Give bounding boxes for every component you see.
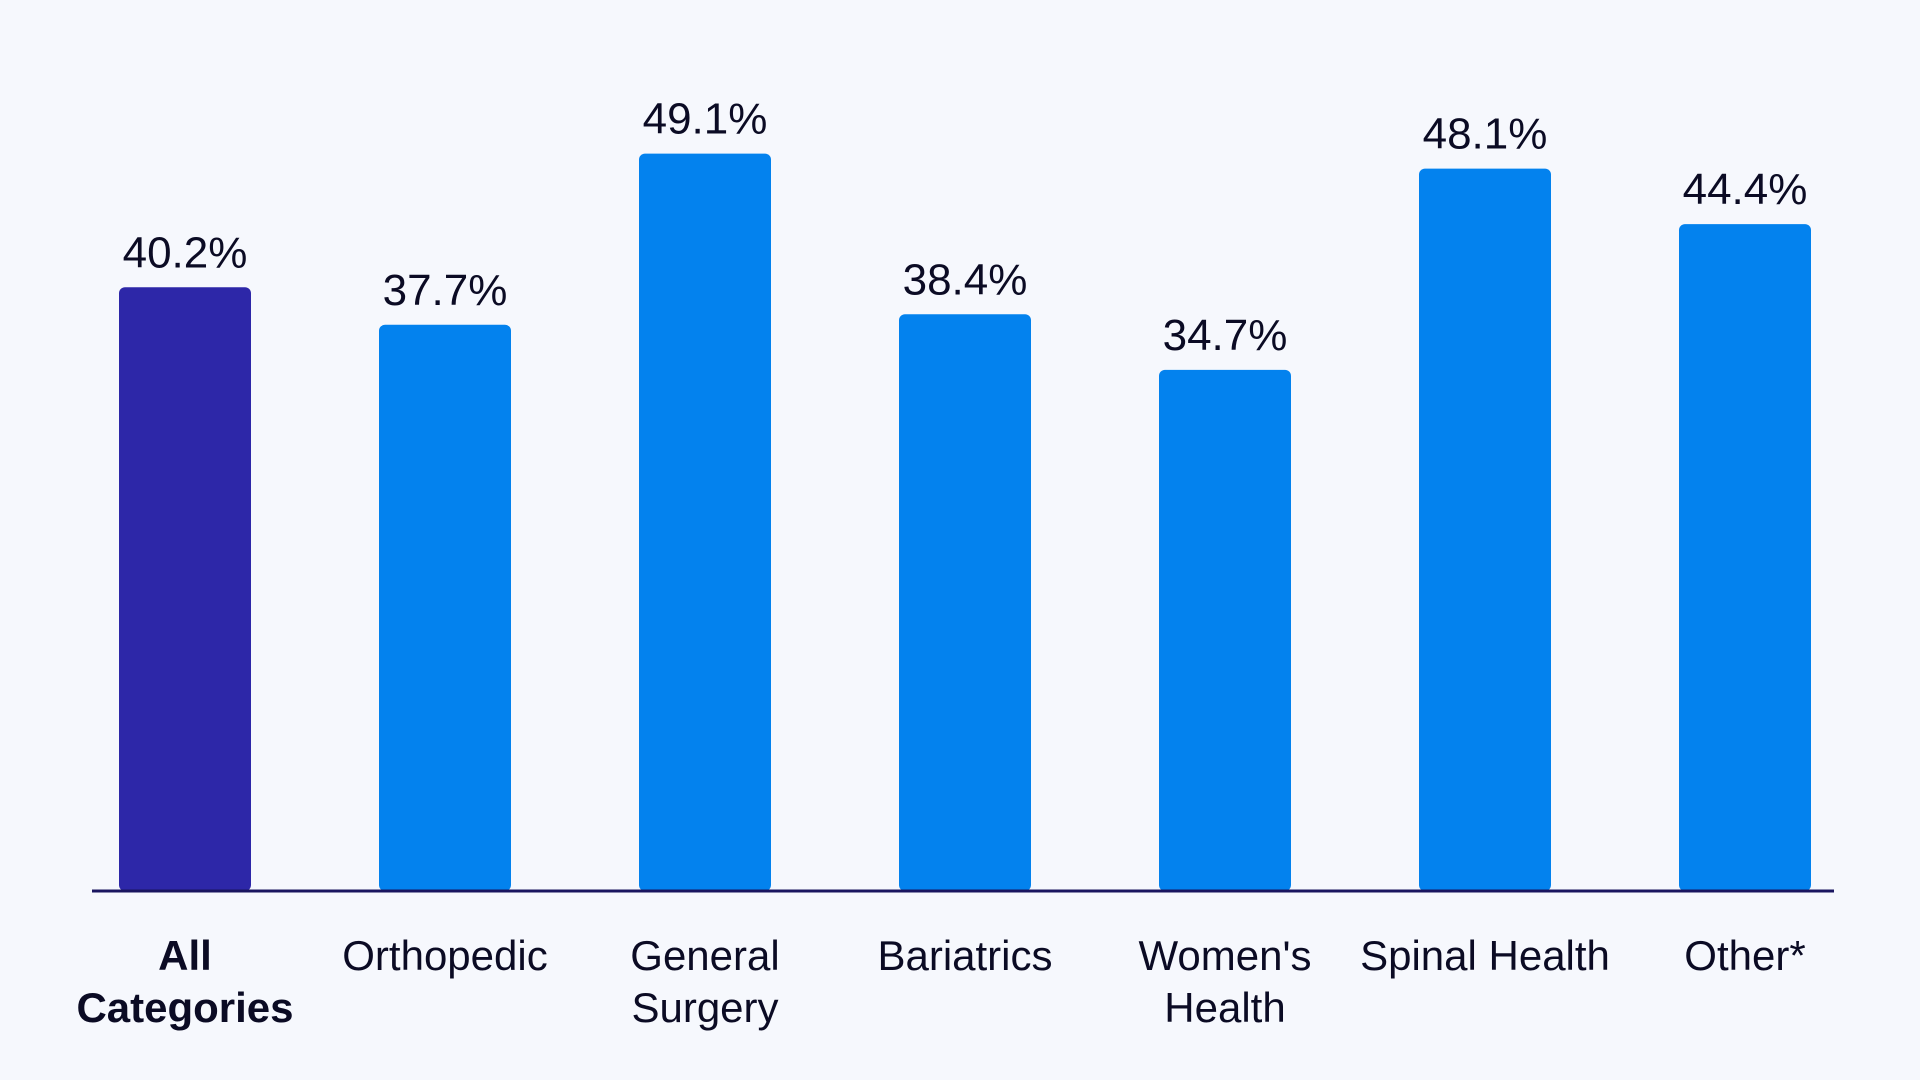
category-label-2-line-1: Surgery	[631, 984, 778, 1031]
bar-3	[899, 314, 1031, 891]
bars-group	[119, 153, 1811, 891]
category-label-0: All Categories	[76, 932, 293, 1031]
bar-0	[119, 287, 251, 891]
bar-4	[1159, 369, 1291, 891]
bar-2	[639, 153, 771, 891]
category-label-6: Other*	[1684, 932, 1805, 979]
category-label-3: Bariatrics	[877, 932, 1052, 979]
bar-1	[379, 324, 511, 891]
category-label-5-line-0: Spinal Health	[1360, 932, 1610, 979]
category-label-2-line-0: General	[630, 932, 779, 979]
value-label-2: 49.1%	[643, 95, 768, 144]
value-label-1: 37.7%	[383, 266, 508, 315]
category-label-0-line-1: Categories	[76, 984, 293, 1031]
category-label-4: Women's Health	[1139, 932, 1312, 1031]
bar-5	[1419, 168, 1551, 891]
bar-6	[1679, 224, 1811, 891]
category-label-1-line-0: Orthopedic	[342, 932, 547, 979]
value-label-3: 38.4%	[903, 255, 1028, 304]
category-label-1: Orthopedic	[342, 932, 547, 979]
value-labels-group: 40.2% 37.7% 49.1% 38.4% 34.7% 48.1% 44.4%	[123, 95, 1808, 360]
category-label-4-line-1: Health	[1164, 984, 1285, 1031]
category-label-0-line-0: All	[158, 932, 212, 979]
value-label-4: 34.7%	[1163, 311, 1288, 360]
category-labels-group: All Categories Orthopedic General Surgery Bar…	[76, 932, 1805, 1031]
category-label-4-line-0: Women's	[1139, 932, 1312, 979]
value-label-6: 44.4%	[1683, 165, 1808, 214]
value-label-0: 40.2%	[123, 228, 248, 277]
category-label-2: General Surgery	[630, 932, 779, 1031]
category-label-3-line-0: Bariatrics	[877, 932, 1052, 979]
value-label-5: 48.1%	[1423, 110, 1548, 159]
category-label-6-line-0: Other*	[1684, 932, 1805, 979]
category-label-5: Spinal Health	[1360, 932, 1610, 979]
